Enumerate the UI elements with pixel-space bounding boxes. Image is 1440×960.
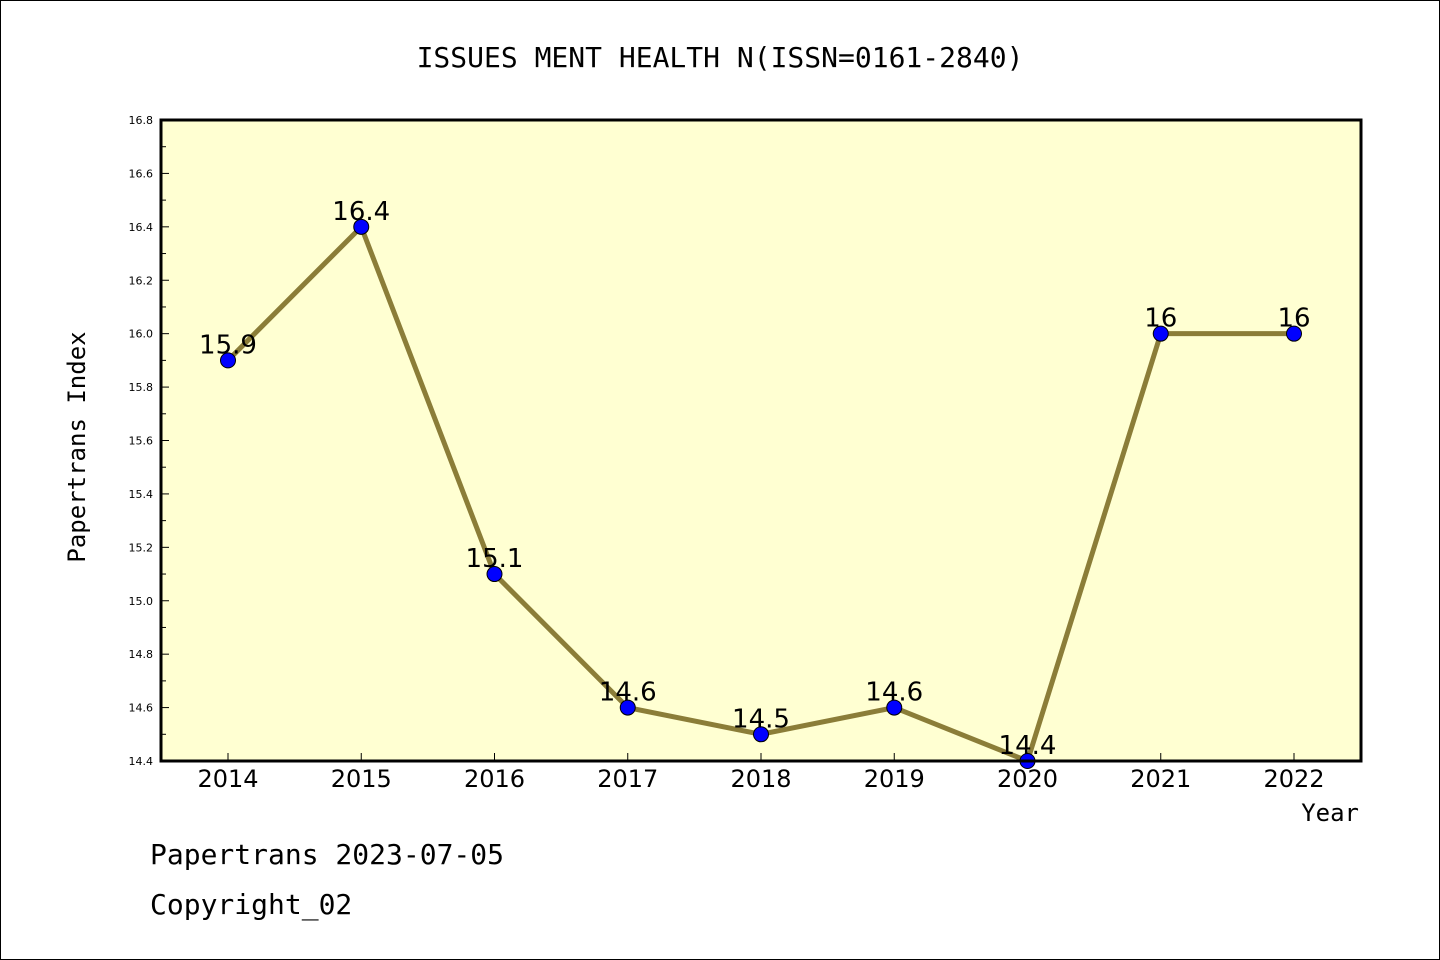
data-label: 16: [1144, 304, 1177, 334]
data-point-marker: [353, 218, 370, 235]
chart-title: ISSUES MENT HEALTH N(ISSN=0161-2840): [417, 41, 1024, 74]
data-label: 16: [1277, 304, 1310, 334]
y-tick-label: 15.8: [129, 381, 154, 394]
y-tick-label: 14.4: [129, 755, 154, 768]
x-tick-label: 2019: [864, 765, 925, 793]
y-tick-label: 15.6: [129, 435, 154, 448]
y-axis: 14.4 14.6 14.8 15.0 15.2 15.4 15.6 15.8 16.0 16.2…: [129, 114, 169, 768]
y-tick-label: 16.8: [129, 114, 154, 127]
y-tick-label: 15.4: [129, 488, 154, 501]
data-point-marker: [1286, 325, 1302, 342]
data-label: 14.5: [732, 704, 790, 734]
data-point-marker: [220, 352, 236, 369]
y-tick-label: 16.6: [129, 167, 154, 180]
x-tick-label: 2016: [464, 765, 525, 793]
data-labels: 15.9 16.4 15.1 14.6 14.5 14.6 14.4 16 16: [199, 197, 1310, 761]
data-label: 16.4: [332, 197, 390, 227]
x-tick-label: 2018: [730, 765, 791, 793]
x-tick-label: 2020: [997, 765, 1058, 793]
y-tick-label: 15.2: [129, 541, 154, 554]
x-tick-label: 2022: [1263, 765, 1324, 793]
y-tick-label: 15.0: [129, 595, 154, 608]
data-point-marker: [886, 699, 903, 716]
data-label: 15.1: [466, 544, 524, 574]
data-point-marker: [486, 566, 503, 583]
y-tick-label: 16.0: [129, 328, 154, 341]
y-tick-label: 16.2: [129, 274, 154, 287]
y-tick-label: 16.4: [129, 221, 154, 234]
x-tick-label: 2014: [197, 765, 258, 793]
series-papertrans-index: [220, 218, 1302, 769]
x-axis-label: Year: [1301, 799, 1359, 827]
x-tick-label: 2017: [597, 765, 658, 793]
x-tick-label: 2015: [331, 765, 392, 793]
data-label: 14.6: [865, 678, 923, 708]
footer-date-text: Papertrans 2023-07-05: [150, 838, 504, 871]
data-label: 14.6: [599, 678, 657, 708]
data-point-marker: [1152, 325, 1169, 342]
plot-frame: [159, 118, 1363, 763]
y-tick-label: 14.6: [129, 702, 154, 715]
data-point-marker: [619, 699, 636, 716]
y-tick-label: 14.8: [129, 648, 154, 661]
x-tick-label: 2021: [1130, 765, 1191, 793]
x-axis: 2014 2015 2016 2017 2018 2019 2020 2021 2022: [197, 753, 1325, 793]
footer-copyright-text: Copyright_02: [150, 888, 352, 922]
data-label: 14.4: [999, 731, 1057, 761]
data-label: 15.9: [199, 330, 257, 360]
y-axis-label: Papertrans Index: [63, 331, 91, 562]
data-point-marker: [753, 726, 769, 743]
